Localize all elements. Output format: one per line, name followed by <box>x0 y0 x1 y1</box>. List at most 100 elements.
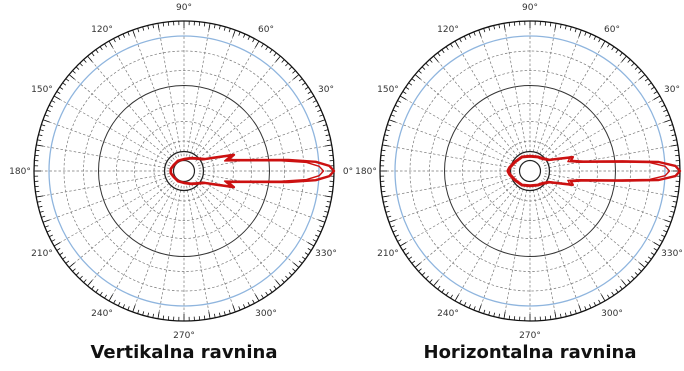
tick-mark <box>397 100 402 103</box>
tick-mark <box>36 195 44 198</box>
angle-labels: 0°30°60°90°120°150°180°210°240°270°300°3… <box>355 3 683 341</box>
ring-gridline <box>499 140 561 202</box>
tick-mark <box>619 285 623 290</box>
tick-mark <box>670 144 678 147</box>
tick-mark <box>68 262 75 268</box>
tick-mark <box>653 91 658 94</box>
tick-mark <box>312 239 317 242</box>
angle-tick-label: 210° <box>377 249 399 259</box>
radial-gridline <box>38 144 170 169</box>
polar-chart-vertical: 0° 30° 60° 90° 120° 150° 180° 210° 240° 270° 300° 3… <box>9 3 353 363</box>
tick-mark <box>79 275 83 280</box>
ring-gridline <box>134 121 234 221</box>
tick-mark <box>627 59 631 63</box>
tick-mark <box>238 31 241 36</box>
radial-gridline <box>55 96 172 164</box>
tick-mark <box>445 291 449 296</box>
tick-mark <box>307 91 312 94</box>
tick-mark <box>288 66 293 70</box>
tick-mark <box>152 313 155 318</box>
tick-mark <box>611 46 615 51</box>
tick-mark <box>672 139 677 142</box>
ring-gridline <box>480 121 580 221</box>
tick-mark <box>307 95 315 100</box>
tick-mark <box>317 109 322 112</box>
tick-mark <box>411 78 416 82</box>
tick-mark <box>441 49 445 54</box>
tick-mark <box>549 315 552 320</box>
tick-mark <box>638 70 642 74</box>
tick-mark <box>104 294 107 299</box>
tick-mark <box>607 294 610 299</box>
radial-gridline <box>109 183 177 300</box>
tick-mark <box>208 23 211 31</box>
tick-mark <box>79 62 83 67</box>
angle-tick-label: 150° <box>377 85 399 95</box>
ring-blue <box>394 35 666 307</box>
tick-mark <box>473 306 476 311</box>
angle-tick-label: 210° <box>31 249 53 259</box>
radial-gridline <box>55 178 172 246</box>
tick-mark <box>137 28 140 33</box>
tick-mark <box>326 139 331 142</box>
angle-tick-label: 270° <box>173 331 195 341</box>
tick-mark <box>621 55 627 62</box>
tick-mark <box>621 280 627 287</box>
tick-mark <box>674 190 679 193</box>
tick-mark <box>127 31 130 36</box>
tick-mark <box>95 49 99 54</box>
tick-mark <box>252 299 255 304</box>
tick-mark <box>117 36 121 40</box>
tick-mark <box>392 230 397 233</box>
radial-gridline <box>157 185 182 317</box>
tick-mark <box>324 129 329 132</box>
radial-gridline <box>384 173 516 198</box>
radial-gridline <box>186 185 211 317</box>
tick-mark <box>72 268 76 272</box>
tick-mark <box>292 268 296 272</box>
tick-mark <box>247 302 251 306</box>
tick-mark <box>670 129 675 132</box>
tick-mark <box>56 248 61 251</box>
tick-mark <box>569 311 572 316</box>
radial-gridline <box>542 96 659 164</box>
tick-mark <box>99 291 103 296</box>
tick-mark <box>41 215 46 218</box>
tick-mark <box>319 225 324 228</box>
polar-grid <box>33 20 335 322</box>
tick-mark <box>65 260 70 264</box>
tick-mark <box>589 33 592 38</box>
tick-mark <box>288 272 293 276</box>
radial-gridline <box>532 25 557 157</box>
angle-tick-label: 90° <box>176 3 192 13</box>
radial-gridline <box>186 25 211 157</box>
tick-mark <box>672 200 677 203</box>
tick-mark <box>473 31 476 36</box>
tick-mark <box>658 100 663 103</box>
polar-chart-horizontal: 0°30°60°90°120°150°180°210°240°270°300°3… <box>355 3 683 363</box>
ring-gridline <box>83 70 285 272</box>
tick-mark <box>75 66 80 70</box>
radiation-pattern-inner-line <box>170 155 325 187</box>
tick-mark <box>385 129 390 132</box>
angle-tick-label: 270° <box>519 331 541 341</box>
tick-mark <box>615 288 619 293</box>
tick-mark <box>298 78 303 82</box>
tick-mark <box>418 70 422 74</box>
tick-mark <box>328 190 333 193</box>
tick-mark <box>203 22 206 27</box>
tick-mark <box>674 149 679 152</box>
tick-mark <box>578 29 582 37</box>
angle-tick-label: 240° <box>437 309 459 319</box>
tick-mark <box>223 26 226 31</box>
tick-mark <box>503 311 506 319</box>
tick-mark <box>405 86 410 90</box>
tick-mark <box>62 82 67 86</box>
angle-tick-label: 330° <box>661 249 683 259</box>
tick-mark <box>508 22 511 27</box>
tick-mark <box>463 36 467 40</box>
tick-mark <box>607 43 610 48</box>
tick-mark <box>127 306 130 311</box>
tick-mark <box>593 36 597 40</box>
